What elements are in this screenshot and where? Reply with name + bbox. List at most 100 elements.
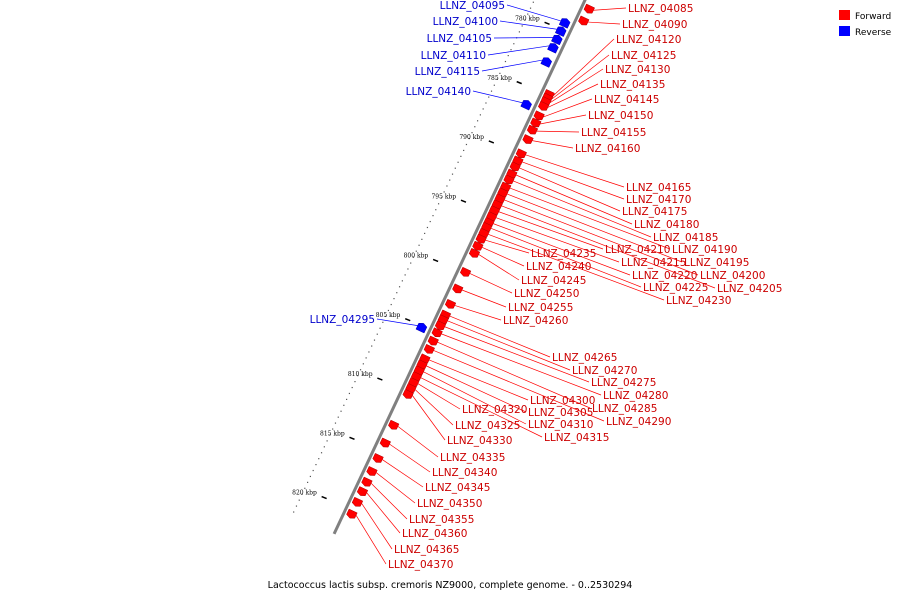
tick-label: 805 kbp [376, 312, 401, 319]
forward-gene-arrow [388, 419, 400, 430]
guide-dot [393, 298, 395, 300]
guide-dot [387, 309, 390, 312]
tick-mark [516, 80, 522, 85]
forward-gene-label: LLNZ_04325 [455, 420, 520, 432]
forward-gene-arrow [472, 240, 484, 251]
guide-dot [354, 381, 356, 383]
reverse-gene-arrow [551, 34, 563, 46]
forward-leader-line [478, 254, 520, 281]
forward-gene-label: LLNZ_04230 [666, 295, 731, 307]
forward-gene-label: LLNZ_04180 [634, 219, 699, 231]
guide-dot [404, 274, 406, 276]
forward-gene-label: LLNZ_04190 [672, 244, 737, 256]
reverse-gene-label: LLNZ_04110 [421, 50, 486, 62]
forward-leader-line [389, 443, 431, 473]
forward-gene-label: LLNZ_04300 [530, 395, 595, 407]
guide-dot [329, 434, 331, 436]
tick-label: 780 kbp [515, 16, 540, 23]
forward-gene-label: LLNZ_04090 [622, 19, 687, 31]
forward-leader-line [519, 167, 621, 212]
guide-dot [424, 232, 426, 235]
guide-dot [385, 315, 387, 318]
forward-gene-arrow [434, 320, 447, 330]
forward-gene-label: LLNZ_04335 [440, 452, 505, 464]
guide-dot [373, 339, 376, 341]
forward-gene-label: LLNZ_04280 [603, 390, 668, 402]
guide-dot [365, 357, 367, 359]
guide-dot [304, 487, 306, 489]
forward-leader-line [414, 389, 454, 426]
guide-dot [326, 440, 328, 442]
forward-leader-line [493, 223, 631, 276]
forward-gene-label: LLNZ_04225 [643, 282, 708, 294]
guide-dot [451, 173, 454, 175]
forward-gene-label: LLNZ_04320 [462, 404, 527, 416]
forward-gene-label: LLNZ_04330 [447, 435, 512, 447]
forward-gene-arrow [356, 486, 369, 496]
guide-dot [401, 280, 403, 282]
guide-dot [437, 203, 440, 205]
guide-dot [457, 161, 459, 163]
guide-dot [295, 505, 298, 507]
genome-caption: Lactococcus lactis subsp. cremoris NZ900… [268, 580, 633, 591]
reverse-leader-line [472, 90, 523, 104]
reverse-gene-label: LLNZ_04295 [310, 314, 375, 326]
guide-dot [518, 31, 520, 33]
forward-gene-label: LLNZ_04370 [388, 559, 453, 571]
genome-axis-line [332, 0, 587, 535]
forward-leader-line [536, 130, 580, 133]
forward-gene-arrow [533, 110, 545, 121]
guide-dot [371, 345, 373, 347]
forward-gene-arrow [444, 298, 457, 309]
guide-dot [346, 398, 348, 400]
guide-dot [421, 238, 423, 240]
guide-dot [474, 126, 476, 128]
guide-dot [307, 481, 309, 483]
guide-dot [390, 303, 392, 306]
guide-dot [412, 256, 415, 258]
guide-dot [490, 90, 493, 92]
forward-gene-label: LLNZ_04340 [432, 467, 497, 479]
forward-gene-label: LLNZ_04275 [591, 377, 656, 389]
guide-dot [315, 463, 317, 466]
forward-gene-label: LLNZ_04175 [622, 206, 687, 218]
guide-dot [301, 493, 303, 495]
forward-gene-arrow [503, 174, 515, 185]
guide-dot [351, 386, 353, 389]
tick-mark [544, 21, 550, 26]
forward-gene-label: LLNZ_04265 [552, 352, 617, 364]
guide-dot [513, 43, 515, 45]
forward-leader-line [481, 247, 525, 267]
guide-dot [496, 78, 498, 80]
forward-leader-line [553, 38, 615, 96]
forward-leader-line [366, 492, 401, 534]
forward-gene-label: LLNZ_04210 [605, 244, 670, 256]
forward-gene-arrow [361, 476, 373, 487]
forward-gene-arrow [402, 388, 414, 399]
guide-dot [504, 60, 507, 63]
reverse-gene-arrow [415, 322, 428, 334]
guide-dot [532, 1, 534, 3]
forward-leader-line [412, 395, 446, 441]
tick-mark [460, 199, 467, 203]
guide-dot [357, 375, 359, 377]
tick-label: 785 kbp [487, 75, 512, 82]
forward-gene-arrow [372, 453, 384, 463]
gene-features [346, 3, 595, 519]
guide-dot [298, 499, 300, 501]
guide-dot [382, 321, 384, 323]
guide-dot [488, 96, 490, 98]
forward-leader-line [370, 482, 408, 520]
guide-dot [334, 422, 337, 424]
forward-leader-line [397, 426, 439, 458]
tick-label: 820 kbp [292, 490, 317, 497]
guide-dot [529, 7, 532, 9]
guide-dot [348, 392, 351, 395]
guide-dot [440, 197, 442, 199]
forward-gene-arrow [452, 283, 464, 294]
tick-mark [432, 258, 439, 263]
guide-dot [446, 185, 448, 187]
forward-leader-line [454, 305, 502, 321]
guide-dot [337, 416, 339, 418]
guide-dot [471, 132, 473, 134]
